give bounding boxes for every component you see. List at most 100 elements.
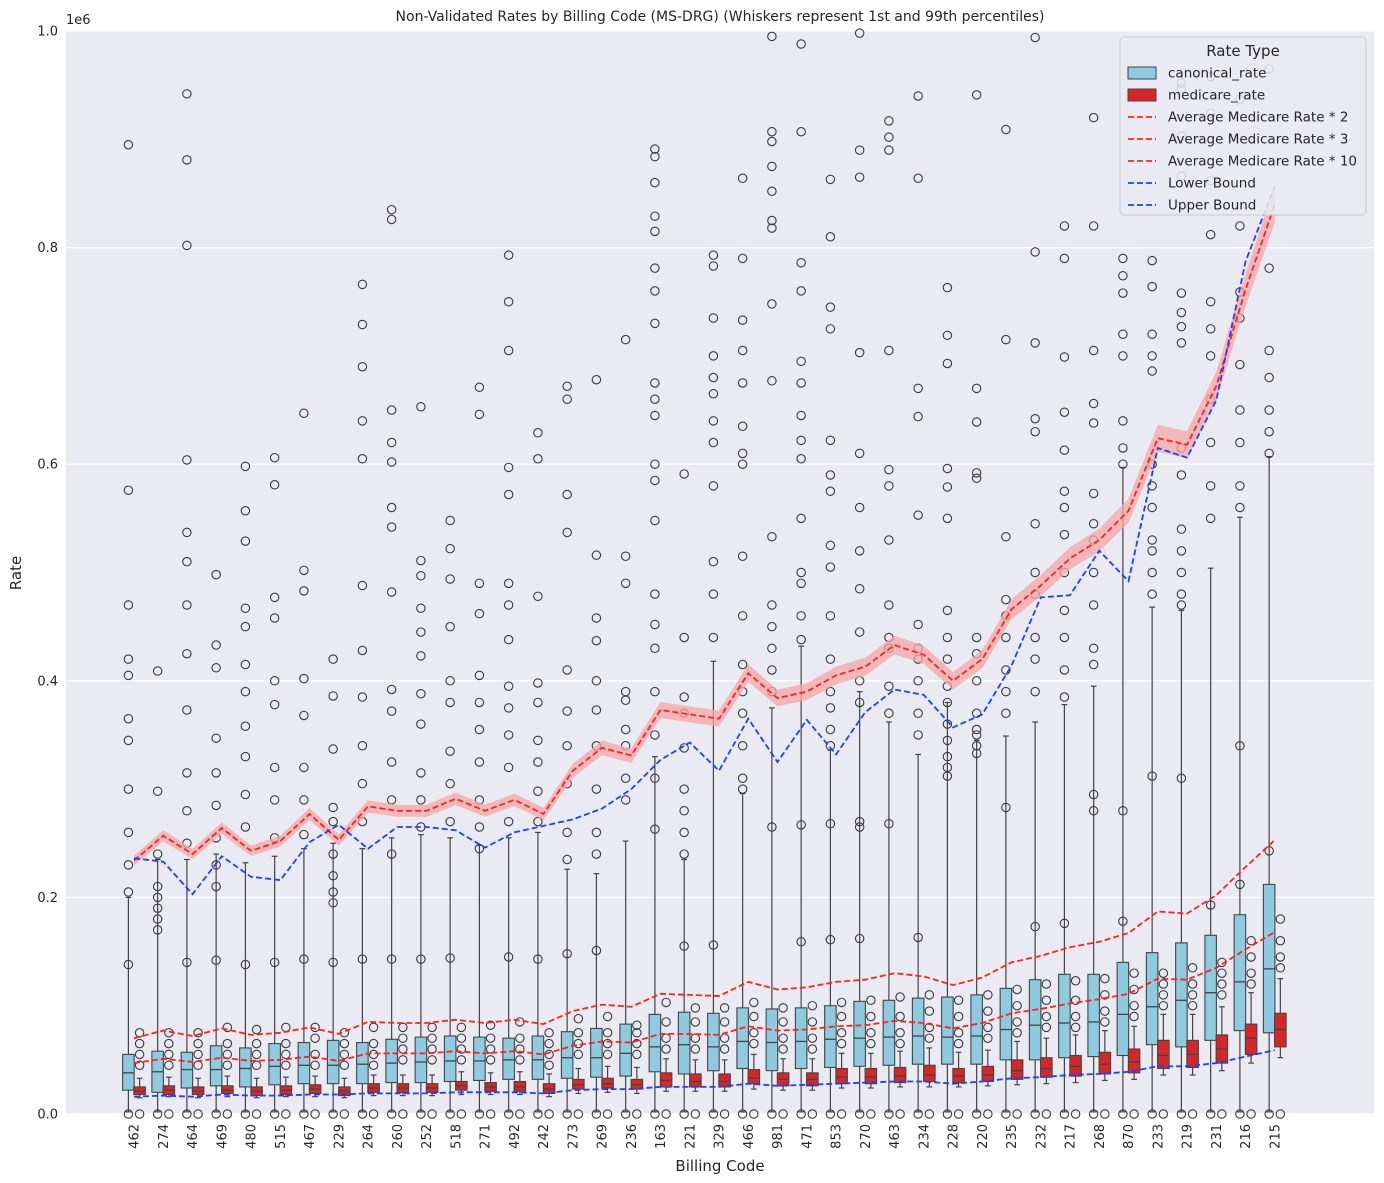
canonical-rate-outlier [942,654,953,664]
canonical-rate-outlier [737,1109,748,1119]
canonical-rate-outlier [971,473,982,484]
medicare-rate-outlier [1187,963,1198,973]
canonical-rate-outlier [474,608,485,619]
canonical-rate-outlier [152,903,163,913]
canonical-rate-box [1058,973,1071,1059]
medicare-rate-outlier [1100,1017,1110,1027]
canonical-rate-outlier [1147,255,1157,266]
canonical-rate-outlier [650,177,660,188]
canonical-rate-outlier [591,635,602,646]
canonical-rate-outlier [474,822,485,832]
medicare-rate-outlier [1246,952,1256,962]
medicare-rate-outlier [602,1011,613,1022]
canonical-rate-outlier [767,376,777,386]
medicare-rate-outlier [1070,1011,1081,1022]
canonical-rate-outlier [1264,372,1274,383]
reference-lines [133,185,1276,1098]
canonical-rate-outlier [123,860,134,870]
canonical-rate-outlier [416,402,426,412]
medicare-rate-group [1040,979,1053,1119]
line-average-medicare-rate-10 [133,204,1276,862]
medicare-rate-group [1010,984,1024,1119]
canonical-rate-outlier [1059,502,1070,513]
medicare-rate-outlier [1041,979,1052,989]
canonical-rate-outlier [240,536,251,546]
canonical-rate-outlier [854,546,865,556]
canonical-rate-box [297,1041,311,1085]
canonical-rate-outlier [942,605,953,616]
medicare-rate-outlier [661,1033,671,1043]
canonical-rate-outlier [299,673,309,684]
canonical-rate-outlier [1176,524,1187,534]
canonical-rate-outlier [971,1109,982,1119]
legend-entry-label: Upper Bound [1168,198,1256,214]
legend: Rate Type canonical_rate medicare_rate Aver… [1119,36,1367,216]
medicare-rate-group [1274,914,1287,1119]
canonical-rate-outlier [971,708,982,719]
canonical-rate-outlier [767,665,777,675]
canonical-rate-outlier [884,116,894,126]
medicare-rate-outlier [1100,1109,1110,1119]
canonical-rate-outlier [152,892,163,903]
canonical-rate-outlier [416,603,426,613]
medicare-rate-outlier [456,1044,467,1054]
medicare-rate-outlier [456,1022,467,1033]
medicare-rate-outlier [778,1044,788,1054]
canonical-rate-outlier [123,784,134,794]
canonical-rate-outlier [913,383,923,394]
canonical-rate-outlier [679,469,689,479]
canonical-rate-outlier [708,389,719,399]
canonical-rate-outlier [620,724,631,735]
medicare-rate-outlier [749,1109,759,1119]
canonical-rate-outlier [737,784,748,794]
canonical-rate-outlier [1059,352,1070,362]
canonical-rate-outlier [825,819,836,829]
canonical-rate-outlier [796,378,806,388]
medicare-rate-outlier [690,1109,701,1119]
medicare-rate-outlier [690,1017,701,1027]
medicare-rate-outlier [310,1033,320,1043]
canonical-rate-outlier [1118,916,1128,926]
canonical-rate-outlier [152,849,163,859]
canonical-rate-outlier [854,933,865,944]
canonical-rate-outlier [1118,416,1128,426]
canonical-rate-group [911,91,925,1119]
medicare-rate-outlier [953,1109,964,1119]
canonical-rate-group [1145,255,1159,1119]
canonical-rate-outlier [796,286,806,296]
canonical-rate-box [707,1012,720,1072]
medicare-rate-outlier [164,1049,174,1060]
line-lower-bound [133,1049,1275,1098]
canonical-rate-outlier [650,410,660,421]
canonical-rate-outlier [182,1109,192,1119]
medicare-rate-group [484,1020,497,1119]
canonical-rate-outlier [1205,229,1216,240]
canonical-rate-outlier [123,713,134,724]
canonical-rate-box [794,1007,808,1070]
canonical-rate-outlier [269,699,280,710]
canonical-rate-outlier [503,462,514,473]
medicare-rate-outlier [193,1038,203,1049]
medicare-rate-outlier [1129,1000,1139,1011]
canonical-rate-outlier [503,952,514,962]
canonical-rate-outlier [650,378,660,388]
medicare-rate-outlier [866,1011,876,1022]
x-tick-label: 220 [976,1124,991,1149]
canonical-rate-outlier [796,578,806,589]
canonical-rate-outlier [152,914,163,924]
canonical-rate-outlier [1205,481,1216,491]
medicare-rate-group [1098,973,1112,1119]
canonical-rate-outlier [299,1109,309,1119]
canonical-rate-outlier [620,773,631,784]
canonical-rate-outlier [737,708,748,719]
canonical-rate-outlier [123,600,134,610]
medicare-rate-outlier [427,1033,437,1043]
medicare-rate-outlier [368,1022,379,1033]
canonical-rate-outlier [1176,307,1187,318]
legend-entry-label: medicare_rate [1168,88,1265,104]
canonical-rate-outlier [796,820,806,830]
line-average-medicare-rate-3 [133,839,1276,1040]
medicare-rate-outlier [749,997,759,1008]
x-tick-label: 233 [1151,1124,1166,1149]
canonical-rate-outlier [211,955,221,965]
